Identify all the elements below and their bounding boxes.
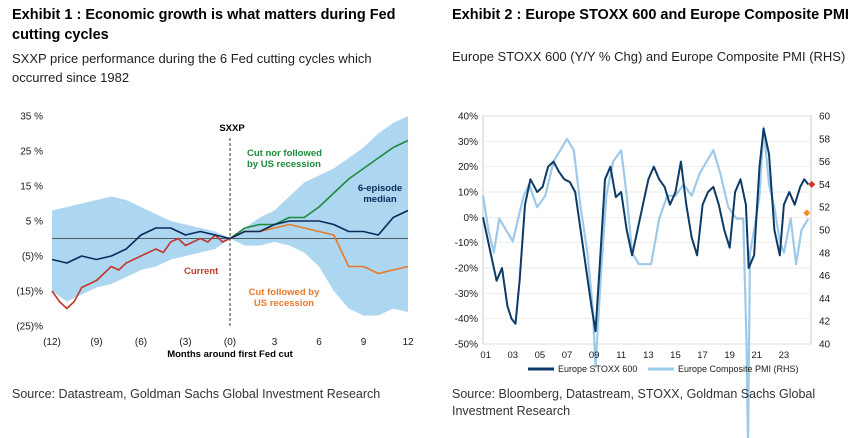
c2-x-tick-label: 07 bbox=[562, 350, 573, 361]
c1-annot-median-line: 6-episode bbox=[358, 183, 402, 194]
c1-annot-median: 6-episode median bbox=[358, 183, 402, 205]
c2-pmi-line bbox=[481, 126, 810, 438]
exhibit-2-subtitle: Europe STOXX 600 (Y/Y % Chg) and Europe … bbox=[452, 49, 846, 64]
c2-y-left-tick-label: -50% bbox=[455, 340, 478, 351]
c2-y-left-tick-label: -20% bbox=[455, 264, 478, 275]
c1-x-tick-label: 3 bbox=[272, 337, 278, 348]
c1-y-axis: (25)% (15)% (5)% 5 % 15 % 25 % 35 % bbox=[16, 112, 43, 333]
c2-y-right-tick-label: 48 bbox=[819, 248, 831, 259]
c2-stoxx-line bbox=[482, 127, 810, 333]
c2-x-tick-label: 13 bbox=[643, 350, 654, 361]
c2-y-right-tick-label: 50 bbox=[819, 226, 831, 237]
c2-y-left-tick-label: 0% bbox=[464, 213, 479, 224]
c2-x-tick-label: 03 bbox=[508, 350, 519, 361]
c1-x-tick-label: 6 bbox=[316, 337, 322, 348]
c1-band-layer bbox=[52, 116, 408, 316]
exhibit-2-title: Exhibit 2 : Europe STOXX 600 and Europe … bbox=[452, 7, 849, 23]
c1-annot-no-recession-line: by US recession bbox=[247, 159, 321, 170]
c1-x-tick-label: (6) bbox=[135, 337, 147, 348]
c2-x-tick-label: 05 bbox=[535, 350, 546, 361]
exhibit-1-chart: (25)% (15)% (5)% 5 % 15 % 25 % 35 % (12) (9) (6)… bbox=[16, 112, 414, 361]
c2-pmi-end-marker bbox=[803, 209, 811, 217]
c2-x-tick-label: 19 bbox=[724, 350, 735, 361]
c1-x-tick-label: (0) bbox=[224, 337, 236, 348]
c2-y-right-tick-label: 54 bbox=[819, 180, 831, 191]
c2-x-tick-label: 11 bbox=[616, 350, 626, 361]
c2-x-tick-label: 23 bbox=[779, 350, 790, 361]
c2-y-left-tick-label: 20% bbox=[458, 162, 478, 173]
c1-x-axis-label: Months around first Fed cut bbox=[167, 349, 293, 360]
c1-x-axis: (12) (9) (6) (3) (0) 3 6 9 12 bbox=[43, 337, 414, 348]
c2-x-axis: 01 03 05 07 09 11 13 15 17 19 21 23 bbox=[480, 350, 789, 361]
c1-x-tick-label: 9 bbox=[361, 337, 367, 348]
c1-annot-current-line: Current bbox=[184, 266, 219, 277]
c1-y-tick-label: (15)% bbox=[16, 287, 43, 298]
c2-y-left-tick-label: -10% bbox=[455, 238, 478, 249]
exhibit-1-subtitle: SXXP price performance during the 6 Fed … bbox=[12, 51, 372, 85]
c1-y-tick-label: 5 % bbox=[26, 217, 43, 228]
c2-y-right-tick-label: 44 bbox=[819, 294, 831, 305]
c2-y-right-tick-label: 60 bbox=[819, 112, 831, 123]
c2-stoxx-end-marker bbox=[808, 180, 816, 188]
c1-annot-current: Current bbox=[184, 266, 219, 277]
c2-y-right-tick-label: 40 bbox=[819, 340, 831, 351]
exhibit-2-source: Source: Bloomberg, Datastream, STOXX, Go… bbox=[452, 387, 816, 418]
exhibit-2-chart: -50%-40%-30%-20%-10%0%10%20%30%40% 40424… bbox=[455, 112, 831, 438]
c2-x-tick-label: 17 bbox=[697, 350, 708, 361]
c2-y-left-tick-label: -40% bbox=[455, 314, 478, 325]
exhibit-1-source: Source: Datastream, Goldman Sachs Global… bbox=[12, 387, 381, 401]
c2-y-right-tick-label: 46 bbox=[819, 271, 831, 282]
exhibit-2-panel: Exhibit 2 : Europe STOXX 600 and Europe … bbox=[450, 0, 865, 438]
c1-y-tick-label: 35 % bbox=[20, 112, 43, 123]
c1-annot-recession: Cut followed by US recession bbox=[249, 287, 320, 309]
c1-y-tick-label: (5)% bbox=[22, 252, 43, 263]
c2-series-layer bbox=[481, 126, 816, 438]
exhibit-1-title: Exhibit 1 : Economic growth is what matt… bbox=[12, 7, 396, 43]
c2-y-right-tick-label: 58 bbox=[819, 134, 831, 145]
c1-chart-title: SXXP bbox=[219, 123, 245, 134]
c2-y-left-tick-label: 30% bbox=[458, 137, 478, 148]
c1-x-tick-label: 12 bbox=[402, 337, 414, 348]
c1-median-line bbox=[51, 209, 409, 264]
c1-range-band bbox=[52, 116, 408, 316]
c1-y-tick-label: 15 % bbox=[20, 182, 43, 193]
c1-series-layer bbox=[51, 139, 409, 310]
c2-x-tick-label: 09 bbox=[589, 350, 600, 361]
c1-x-tick-label: (12) bbox=[43, 337, 61, 348]
c2-y-axis-right: 40 42 44 46 48 50 52 54 56 58 60 bbox=[819, 112, 831, 351]
c2-x-tick-label: 01 bbox=[480, 350, 491, 361]
c2-x-tick-label: 15 bbox=[670, 350, 681, 361]
c2-y-left-tick-label: 10% bbox=[458, 188, 478, 199]
c2-y-right-tick-label: 56 bbox=[819, 157, 831, 168]
c2-y-axis-left: -50% -40% -30% -20% -10% 0% 10% 20% 30% 40% bbox=[455, 112, 478, 351]
c1-annot-no-recession: Cut nor followed by US recession bbox=[247, 148, 322, 170]
c1-x-tick-label: (9) bbox=[90, 337, 102, 348]
c2-x-tick-label: 21 bbox=[751, 350, 762, 361]
c1-annot-recession-line: Cut followed by bbox=[249, 287, 320, 298]
c2-y-right-tick-label: 42 bbox=[819, 317, 831, 328]
c1-y-tick-label: 25 % bbox=[20, 147, 43, 158]
c1-annot-median-line: median bbox=[363, 194, 396, 205]
c2-legend: Europe STOXX 600 Europe Composite PMI (RH… bbox=[528, 364, 799, 374]
c1-annotations: Cut nor followed by US recession 6-episode… bbox=[184, 148, 402, 309]
c1-current-line bbox=[51, 234, 231, 310]
c2-y-left-tick-label: -30% bbox=[455, 289, 478, 300]
c1-annot-recession-line: US recession bbox=[254, 298, 314, 309]
exhibit-1-panel: Exhibit 1 : Economic growth is what matt… bbox=[0, 0, 432, 438]
c2-legend-label-pmi: Europe Composite PMI (RHS) bbox=[678, 364, 799, 374]
c1-y-tick-label: (25)% bbox=[16, 322, 43, 333]
c2-y-left-tick-label: 40% bbox=[458, 112, 478, 123]
c2-y-right-tick-label: 52 bbox=[819, 203, 831, 214]
c1-annot-no-recession-line: Cut nor followed bbox=[247, 148, 322, 159]
c1-no-recession-line bbox=[229, 139, 409, 240]
c2-legend-label-stoxx: Europe STOXX 600 bbox=[558, 364, 637, 374]
c1-x-tick-label: (3) bbox=[179, 337, 191, 348]
